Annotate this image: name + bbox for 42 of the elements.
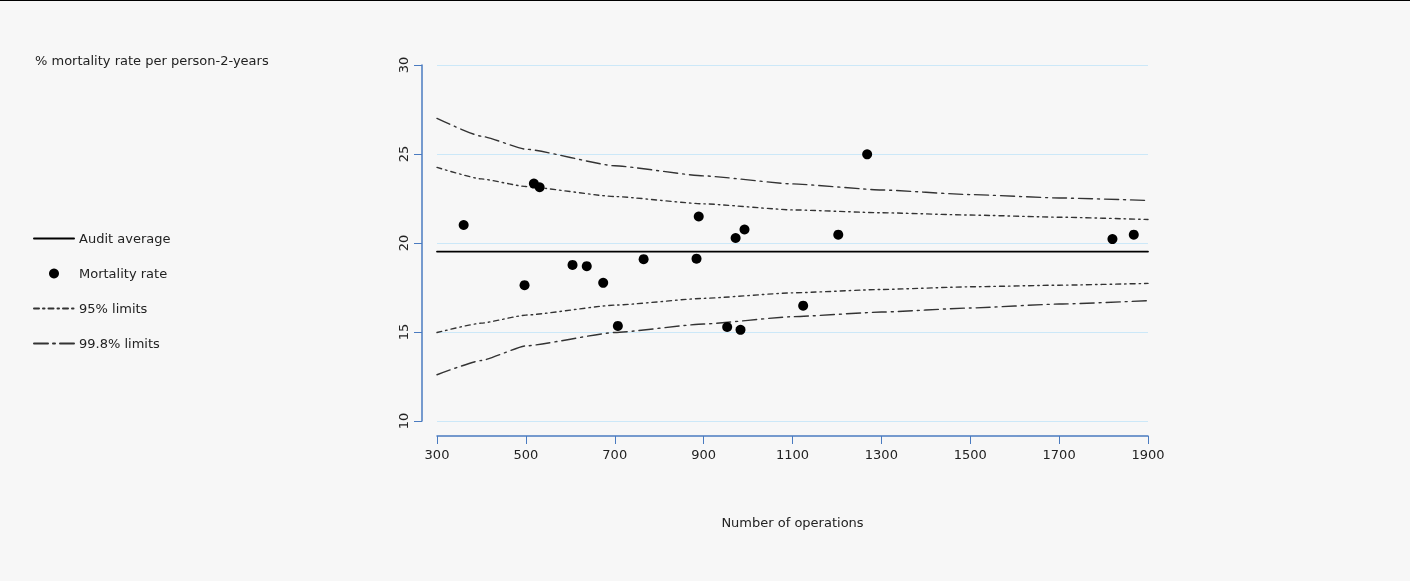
point <box>638 254 649 265</box>
y-tick-label: 25 <box>396 145 411 163</box>
point <box>722 322 733 333</box>
x-tick-label: 1100 <box>775 447 810 462</box>
x-tick-label: 1300 <box>864 447 898 462</box>
text: % mortality rate per person-2-years <box>35 53 269 68</box>
point <box>730 233 741 244</box>
point <box>739 224 750 235</box>
point <box>458 220 469 231</box>
y-tick-label: 30 <box>396 56 411 74</box>
y-tick-label: 10 <box>396 412 411 430</box>
point <box>612 320 623 331</box>
line-series <box>436 166 1149 221</box>
point <box>798 300 809 311</box>
point <box>519 280 530 291</box>
point <box>581 261 592 272</box>
point <box>862 149 873 160</box>
point <box>1128 229 1139 240</box>
line-series <box>436 299 1149 376</box>
point <box>693 211 704 222</box>
line-series <box>436 282 1149 334</box>
point <box>735 324 746 335</box>
x-tick-label: 900 <box>691 447 717 462</box>
legend-label: 95% limits <box>79 301 148 316</box>
x-tick-label: 700 <box>602 447 628 462</box>
point <box>567 259 578 270</box>
point <box>1107 234 1118 245</box>
x-tick-label: 1700 <box>1042 447 1076 462</box>
x-tick-label: 300 <box>424 447 450 462</box>
legend-label: Audit average <box>79 231 171 246</box>
x-tick-label: 1500 <box>953 447 987 462</box>
x-tick-label: 1900 <box>1131 447 1165 462</box>
x-tick-label: 500 <box>513 447 539 462</box>
point <box>598 277 609 288</box>
point <box>691 253 702 264</box>
legend-label: 99.8% limits <box>79 336 161 351</box>
point <box>833 229 844 240</box>
x-axis-title: Number of operations <box>721 515 864 530</box>
point <box>534 182 545 193</box>
y-tick-label: 15 <box>396 323 411 341</box>
y-tick-label: 20 <box>396 234 411 252</box>
legend-label: Mortality rate <box>79 266 168 281</box>
